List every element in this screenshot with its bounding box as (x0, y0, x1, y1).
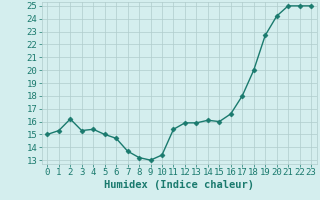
X-axis label: Humidex (Indice chaleur): Humidex (Indice chaleur) (104, 180, 254, 190)
